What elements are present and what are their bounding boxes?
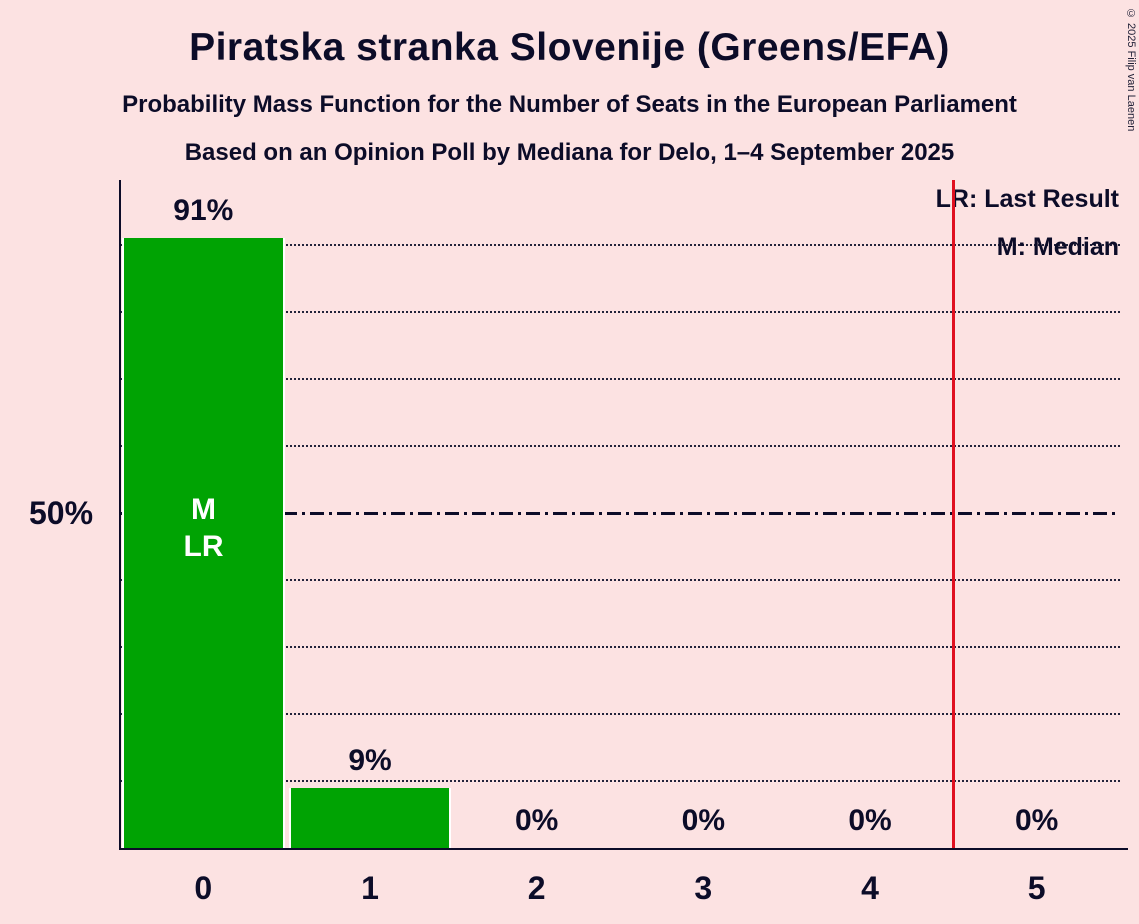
gridline-90pct xyxy=(121,244,1120,246)
gridline-10pct xyxy=(121,780,1120,782)
gridline-40pct xyxy=(121,579,1120,581)
x-tick-label-3: 3 xyxy=(694,870,713,906)
gridline-60pct xyxy=(121,445,1120,447)
gridline-50pct-solid xyxy=(121,512,1120,515)
copyright-notice: © 2025 Filip van Laenen xyxy=(1125,8,1137,132)
x-tick-label-1: 1 xyxy=(361,870,379,906)
x-tick-label-5: 5 xyxy=(1027,870,1046,906)
gridline-20pct xyxy=(121,713,1120,715)
legend-median: M: Median xyxy=(996,233,1119,261)
bar-value-label-5: 0% xyxy=(1014,804,1059,837)
bar-value-label-3: 0% xyxy=(681,804,726,837)
red-marker-line xyxy=(952,180,956,848)
x-tick-label-2: 2 xyxy=(527,870,546,906)
bar-value-label-0: 91% xyxy=(173,194,234,228)
x-tick-label-4: 4 xyxy=(861,870,879,906)
last-result-mark: LR xyxy=(183,530,224,563)
x-axis-line xyxy=(119,848,1128,850)
bar-value-label-1: 9% xyxy=(348,743,392,777)
legend-last-result: LR: Last Result xyxy=(935,185,1119,213)
bar-value-label-4: 0% xyxy=(848,804,892,837)
bar-1 xyxy=(288,787,452,848)
y-axis-line xyxy=(119,180,121,848)
gridline-70pct xyxy=(121,378,1120,380)
x-tick-label-0: 0 xyxy=(194,870,213,906)
chart-title: Piratska stranka Slovenije (Greens/EFA) xyxy=(189,26,950,69)
bar-0 xyxy=(122,238,285,848)
chart-subtitle: Probability Mass Function for the Number… xyxy=(122,91,1017,118)
median-last-result-annotation: M LR xyxy=(122,491,285,565)
chart-subtitle-poll: Based on an Opinion Poll by Mediana for … xyxy=(184,139,955,166)
y-axis-label-50: 50% xyxy=(28,495,94,531)
bar-value-label-2: 0% xyxy=(514,804,559,837)
median-mark: M xyxy=(191,493,216,526)
gridline-80pct xyxy=(121,311,1120,313)
gridline-30pct xyxy=(121,646,1120,648)
